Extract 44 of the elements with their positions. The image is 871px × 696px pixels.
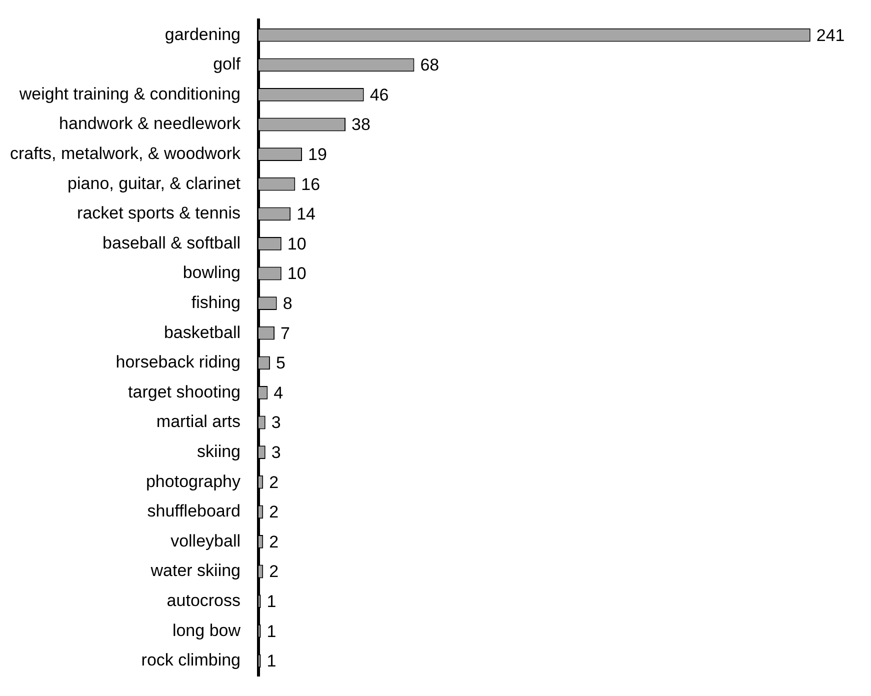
data-label: 2 [269, 502, 279, 522]
y-tick-label: shuffleboard [147, 502, 241, 521]
data-label: 241 [816, 26, 845, 45]
data-label: 10 [287, 264, 306, 284]
data-label: 5 [276, 354, 286, 373]
y-tick-label: basketball [164, 322, 241, 342]
y-tick-label: golf [213, 54, 241, 74]
data-label: 4 [274, 383, 284, 402]
data-label: 19 [308, 144, 327, 164]
data-label: 1 [266, 622, 276, 641]
data-label: 1 [266, 592, 276, 611]
y-tick-label: target shooting [128, 382, 241, 402]
data-label: 16 [301, 174, 320, 194]
data-label: 10 [287, 234, 306, 254]
data-label: 68 [420, 56, 440, 75]
y-tick-label: martial arts [156, 412, 241, 432]
y-tick-label: fishing [191, 292, 241, 312]
y-tick-label: long bow [172, 620, 242, 640]
y-tick-label: baseball & softball [102, 233, 241, 252]
data-label: 3 [271, 413, 281, 432]
data-label: 7 [280, 324, 290, 343]
y-tick-label: horseback riding [116, 352, 241, 372]
y-tick-label: autocross [166, 590, 241, 610]
y-tick-label: racket sports & tennis [77, 204, 241, 223]
data-label: 3 [271, 442, 281, 462]
data-label: 1 [266, 652, 276, 671]
data-label: 46 [370, 85, 389, 104]
data-label: 38 [352, 115, 370, 134]
y-tick-label: water skiing [150, 561, 241, 580]
y-tick-label: crafts, metalwork, & woodwork [10, 144, 242, 163]
y-tick-label: weight training & conditioning [18, 84, 241, 104]
y-tick-label: skiing [197, 442, 241, 461]
y-tick-label: gardening [164, 24, 241, 44]
y-tick-label: piano, guitar, & clarinet [68, 174, 241, 193]
y-tick-label: photography [146, 472, 241, 491]
data-label: 2 [269, 562, 279, 582]
y-tick-label: handwork & needlework [59, 114, 241, 134]
y-tick-label: volleyball [170, 531, 241, 550]
data-label: 2 [269, 472, 279, 492]
data-label: 8 [282, 294, 292, 313]
data-label: 14 [296, 204, 316, 224]
y-tick-label: rock climbing [141, 650, 241, 670]
y-tick-label: bowling [182, 263, 241, 282]
data-label: 2 [269, 532, 279, 552]
